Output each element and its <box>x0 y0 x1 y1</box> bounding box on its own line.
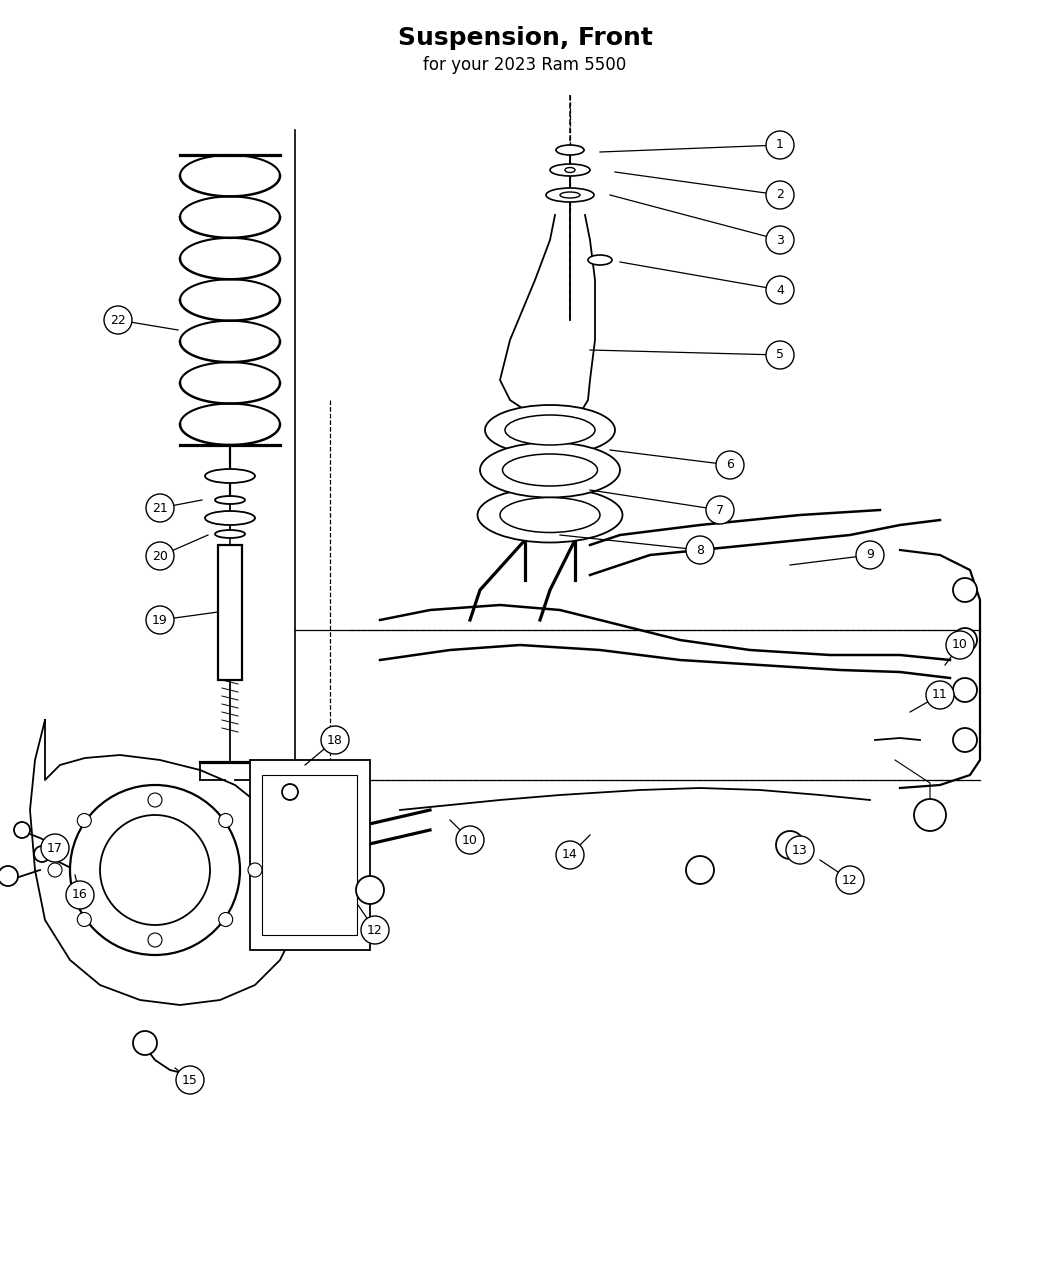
Ellipse shape <box>215 496 245 504</box>
Circle shape <box>953 678 976 703</box>
Circle shape <box>926 681 954 709</box>
Circle shape <box>456 826 484 854</box>
Bar <box>250 760 370 950</box>
Text: 2: 2 <box>776 189 784 201</box>
Text: 10: 10 <box>952 639 968 652</box>
Text: 6: 6 <box>726 459 734 472</box>
Text: 19: 19 <box>152 613 168 626</box>
Ellipse shape <box>215 530 245 538</box>
Circle shape <box>100 815 210 924</box>
Text: 14: 14 <box>562 848 578 862</box>
Circle shape <box>34 847 50 862</box>
Circle shape <box>953 728 976 752</box>
Text: 8: 8 <box>696 543 704 556</box>
Circle shape <box>148 933 162 947</box>
Circle shape <box>946 631 974 659</box>
Circle shape <box>706 496 734 524</box>
Circle shape <box>786 836 814 864</box>
Ellipse shape <box>485 405 615 455</box>
Circle shape <box>356 876 384 904</box>
Circle shape <box>556 842 584 870</box>
Text: 4: 4 <box>776 283 784 297</box>
Circle shape <box>321 725 349 754</box>
Circle shape <box>836 866 864 894</box>
Circle shape <box>716 451 744 479</box>
Circle shape <box>66 881 94 909</box>
Text: 18: 18 <box>327 733 343 746</box>
Circle shape <box>953 578 976 602</box>
Ellipse shape <box>205 511 255 525</box>
Ellipse shape <box>503 454 597 486</box>
Circle shape <box>953 629 976 652</box>
Circle shape <box>766 131 794 159</box>
Circle shape <box>133 1031 158 1054</box>
Circle shape <box>218 813 233 827</box>
Text: 20: 20 <box>152 550 168 562</box>
Ellipse shape <box>550 164 590 176</box>
Text: 17: 17 <box>47 842 63 854</box>
Bar <box>218 544 242 680</box>
Text: 3: 3 <box>776 233 784 246</box>
Circle shape <box>766 275 794 303</box>
Ellipse shape <box>588 255 612 265</box>
Text: 12: 12 <box>842 873 858 886</box>
Circle shape <box>856 541 884 569</box>
Text: 5: 5 <box>776 348 784 362</box>
Ellipse shape <box>560 193 580 198</box>
Ellipse shape <box>556 145 584 156</box>
Circle shape <box>686 856 714 884</box>
Text: 7: 7 <box>716 504 724 516</box>
Ellipse shape <box>478 487 623 542</box>
Bar <box>262 775 357 935</box>
Text: 13: 13 <box>792 844 807 857</box>
Text: for your 2023 Ram 5500: for your 2023 Ram 5500 <box>423 56 627 74</box>
Circle shape <box>766 181 794 209</box>
Text: 10: 10 <box>462 834 478 847</box>
Text: 21: 21 <box>152 501 168 515</box>
Circle shape <box>914 799 946 831</box>
Circle shape <box>176 1066 204 1094</box>
Circle shape <box>146 493 174 521</box>
Circle shape <box>218 913 233 927</box>
Circle shape <box>776 831 804 859</box>
Text: 22: 22 <box>110 314 126 326</box>
Ellipse shape <box>505 414 595 445</box>
Ellipse shape <box>480 442 620 497</box>
Circle shape <box>70 785 240 955</box>
Circle shape <box>282 784 298 799</box>
Text: 16: 16 <box>72 889 88 901</box>
Circle shape <box>361 915 388 944</box>
Circle shape <box>104 306 132 334</box>
Circle shape <box>146 542 174 570</box>
Circle shape <box>14 822 30 838</box>
Circle shape <box>41 834 69 862</box>
Text: 9: 9 <box>866 548 874 561</box>
Text: 1: 1 <box>776 139 784 152</box>
Circle shape <box>48 863 62 877</box>
Circle shape <box>766 340 794 368</box>
Ellipse shape <box>565 167 575 172</box>
Text: Suspension, Front: Suspension, Front <box>398 26 652 50</box>
Ellipse shape <box>500 497 600 533</box>
Circle shape <box>248 863 262 877</box>
Text: 12: 12 <box>368 923 383 937</box>
Ellipse shape <box>546 187 594 201</box>
Circle shape <box>0 866 18 886</box>
Ellipse shape <box>205 469 255 483</box>
Circle shape <box>78 813 91 827</box>
Circle shape <box>78 913 91 927</box>
Circle shape <box>148 793 162 807</box>
Circle shape <box>766 226 794 254</box>
Text: 15: 15 <box>182 1074 198 1086</box>
Text: 11: 11 <box>932 688 948 701</box>
Circle shape <box>146 606 174 634</box>
Circle shape <box>686 536 714 564</box>
